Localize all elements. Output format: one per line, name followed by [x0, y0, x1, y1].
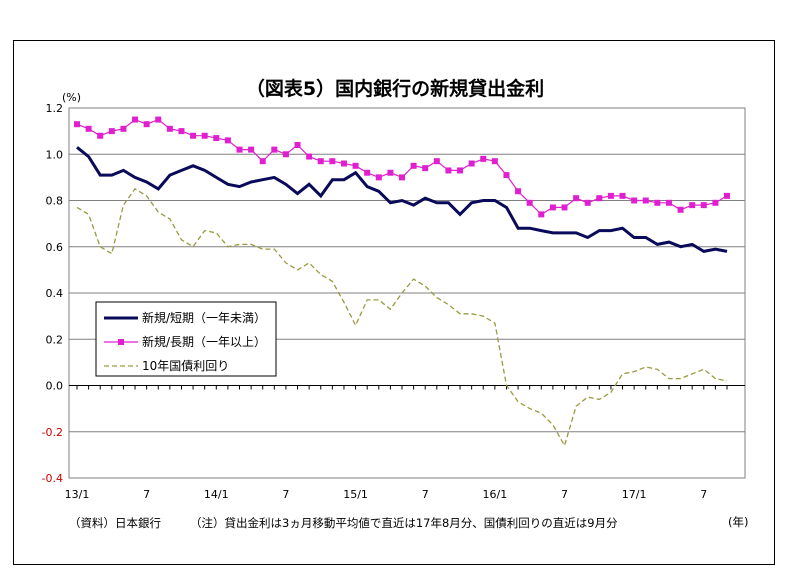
series-2-point [248, 146, 255, 153]
series-2-point [120, 125, 127, 132]
series-2-point [364, 169, 371, 176]
series-2-point [642, 197, 649, 204]
plot-area [68, 107, 746, 479]
legend-marker [118, 339, 124, 345]
y-tick-label: -0.2 [42, 426, 63, 439]
series-2-point [433, 158, 440, 165]
series-2-point [317, 158, 324, 165]
series-2-point [224, 137, 231, 144]
x-tick-label: 16/1 [483, 488, 508, 501]
series-2-point [607, 192, 614, 199]
series-2-point [155, 116, 162, 123]
chart-title: （図表5）国内銀行の新規貸出金利 [246, 77, 544, 100]
chart-frame [13, 40, 775, 565]
grid-lines [68, 107, 746, 479]
series-2-point [422, 165, 429, 172]
series-2-point [712, 199, 719, 206]
series-2-point [526, 199, 533, 206]
series-2-point [271, 146, 278, 153]
y-tick-label: 1.2 [46, 102, 64, 115]
series-line-3 [76, 188, 728, 448]
series-2-point [166, 125, 173, 132]
x-tick-label: 7 [422, 488, 429, 501]
y-tick-label: 0.2 [46, 333, 64, 346]
x-tick-label: 13/1 [65, 488, 90, 501]
y-axis-unit: (%) [62, 91, 81, 104]
x-tick-label: 7 [561, 488, 568, 501]
series-2-point [329, 158, 336, 165]
y-tick-label: -0.4 [42, 472, 63, 485]
series-2-point [132, 116, 139, 123]
series-2-point [108, 128, 115, 135]
series-2-point [236, 146, 243, 153]
series-2-point [340, 160, 347, 167]
series-2-point [573, 195, 580, 202]
series-2-point [457, 167, 464, 174]
series-2-point [294, 142, 301, 148]
series-2-point [178, 128, 185, 135]
series-2-point [399, 174, 405, 181]
y-tick-label: 0.4 [46, 287, 64, 300]
footnote-source: （資料）日本銀行 [69, 516, 161, 530]
series-2-point [503, 172, 510, 179]
legend-label-2: 新規/長期（一年以上） [142, 334, 266, 349]
series-2-point [306, 153, 313, 160]
series-2-point [654, 199, 661, 206]
footnote-note: （注）貸出金利は3ヵ月移動平均値で直近は17年8月分、国債利回りの直近は9月分 [190, 516, 618, 530]
x-tick-label: 14/1 [204, 488, 229, 501]
series-2-point [74, 121, 80, 128]
series-2-point [190, 132, 197, 139]
series-lines [74, 116, 730, 448]
x-tick-label: 15/1 [343, 488, 368, 501]
x-axis-ticks: 13/1 7 14/1 7 15/1 7 16/1 7 17/1 7 [65, 385, 728, 501]
x-tick-label: 7 [282, 488, 289, 501]
series-2-point [515, 188, 522, 195]
series-2-point [410, 162, 417, 169]
series-2-point [700, 202, 707, 209]
legend-box [95, 301, 277, 377]
series-2-point [549, 204, 556, 211]
series-2-point [491, 158, 498, 165]
series-2-point [387, 169, 394, 176]
legend-label-1: 新規/短期（一年未満） [142, 310, 266, 325]
series-2-point [480, 155, 487, 162]
series-2-point [282, 151, 289, 158]
series-2-point [468, 160, 475, 167]
y-tick-label: 0.0 [46, 380, 64, 393]
series-2-point [445, 167, 452, 174]
y-axis-ticks: 1.2 1.0 0.8 0.6 0.4 0.2 0.0 -0.2 -0.4 [42, 102, 63, 485]
y-tick-label: 1.0 [46, 148, 64, 161]
series-2-point [677, 206, 684, 213]
legend-label-3: 10年国債利回り [142, 358, 229, 373]
series-2-point [619, 192, 626, 199]
series-2-point [259, 158, 266, 165]
x-tick-label: 7 [700, 488, 707, 501]
series-2-point [596, 195, 603, 202]
x-axis-unit: (年) [728, 515, 748, 529]
series-2-point [352, 162, 359, 169]
series-2-point [665, 199, 672, 206]
series-2-point [584, 199, 591, 206]
series-2-point [561, 204, 568, 211]
series-2-point [724, 192, 730, 199]
series-2-point [689, 202, 696, 209]
y-tick-label: 0.8 [46, 195, 64, 208]
series-2-point [213, 135, 220, 142]
series-2-point [85, 125, 92, 132]
series-2-point [201, 132, 208, 139]
y-tick-label: 0.6 [46, 241, 64, 254]
x-tick-label: 17/1 [622, 488, 647, 501]
legend: 新規/短期（一年未満） 新規/長期（一年以上） 10年国債利回り [95, 301, 277, 377]
series-2-point [375, 174, 382, 181]
series-line-1 [76, 146, 728, 253]
x-tick-label: 7 [143, 488, 150, 501]
series-2-point [538, 211, 545, 218]
series-2-point [143, 121, 150, 128]
series-2-point [97, 132, 104, 139]
series-2-point [631, 197, 638, 204]
